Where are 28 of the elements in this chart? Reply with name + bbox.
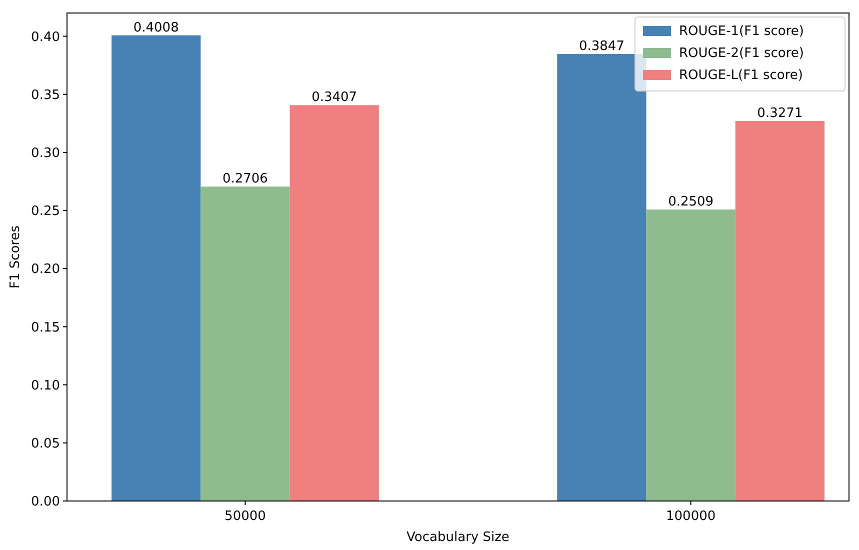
y-tick-label: 0.35 — [31, 88, 60, 103]
legend-label: ROUGE-1(F1 score) — [679, 24, 804, 39]
bar — [290, 105, 379, 501]
bar — [200, 186, 290, 501]
y-tick-label: 0.20 — [31, 262, 60, 278]
data-label: 0.4008 — [133, 20, 179, 36]
y-tick-label: 0.40 — [31, 30, 60, 45]
y-tick-label: 0.25 — [31, 204, 60, 220]
bar — [557, 54, 646, 501]
x-tick-label: 50000 — [224, 509, 266, 524]
y-axis-title: F1 Scores — [8, 225, 23, 289]
data-label: 0.3407 — [312, 90, 358, 106]
data-label: 0.2706 — [222, 172, 268, 187]
data-label: 0.2509 — [668, 194, 714, 210]
bar — [646, 209, 736, 501]
x-axis-title: Vocabulary Size — [406, 530, 510, 545]
bar — [735, 120, 824, 501]
y-tick-label: 0.30 — [31, 146, 60, 161]
bar — [112, 35, 201, 501]
x-tick-label: 100000 — [666, 509, 716, 524]
data-label: 0.3271 — [757, 106, 803, 121]
y-tick-label: 0.00 — [31, 494, 60, 510]
legend-label: ROUGE-L(F1 score) — [679, 68, 803, 83]
y-tick-label: 0.10 — [31, 378, 60, 394]
y-tick-label: 0.05 — [31, 436, 60, 452]
y-tick-label: 0.15 — [31, 320, 60, 336]
data-label: 0.3847 — [578, 39, 624, 54]
legend-label: ROUGE-2(F1 score) — [679, 46, 804, 61]
